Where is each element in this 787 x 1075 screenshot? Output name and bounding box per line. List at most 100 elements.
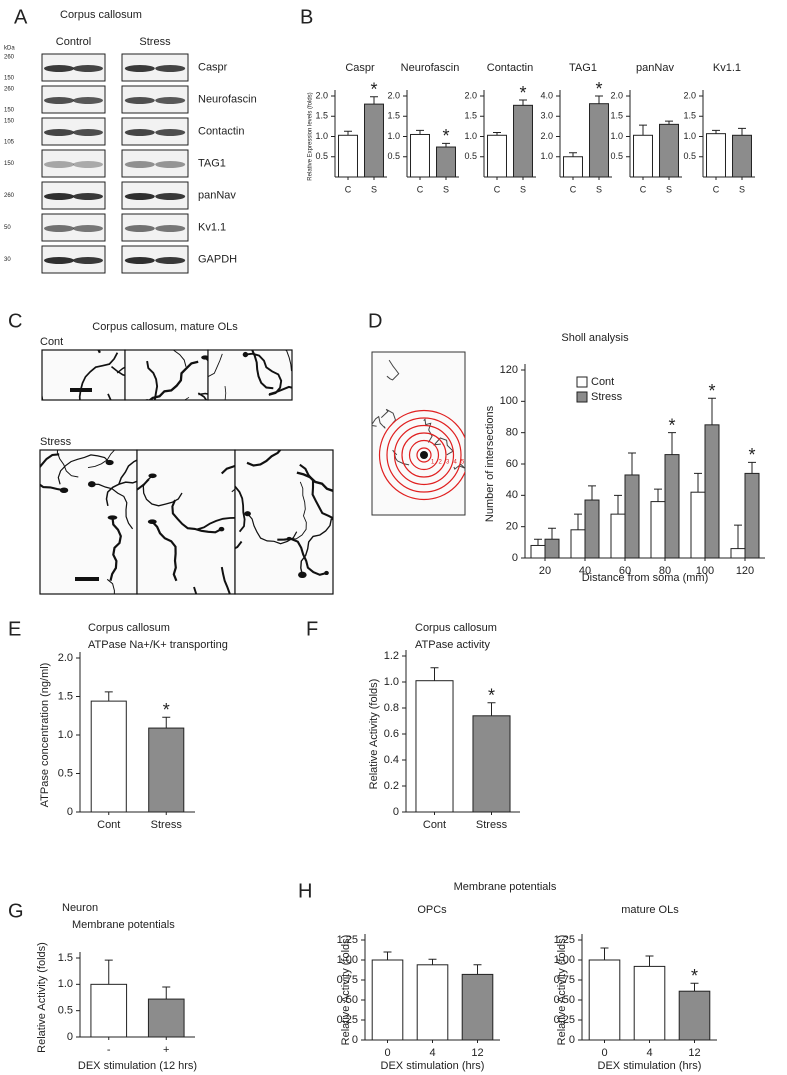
bar [436,146,456,178]
blot-band [44,257,75,264]
error-bar [430,667,439,681]
micrograph-cell [257,312,262,318]
y-tick-label: 0.4 [384,754,399,766]
bar [415,680,454,813]
micrograph-cell [7,444,13,451]
error-bar [442,142,450,148]
micrograph-content [7,350,125,451]
error-bar [162,716,171,729]
micrograph-fiber [208,353,223,378]
x-tick-label: C [570,184,577,194]
blot-marker: 260 [4,55,15,61]
x-tick-label: 0 [384,1047,390,1059]
legend-label: Stress [591,391,623,403]
x-tick-label: Cont [97,819,120,831]
significance-mark: * [163,700,170,720]
micrograph-cell [242,351,249,358]
micrograph-cell [87,481,96,488]
y-tick-label: 1.5 [315,111,328,121]
micrograph-content [144,350,208,400]
y-tick-label: 0.75 [337,974,358,986]
y-tick-label: 0.5 [387,151,400,161]
micrograph-fiber [220,566,231,594]
micrograph-cell [76,402,84,406]
y-tick-label: 1.5 [683,111,696,121]
error-bar [734,524,742,549]
micrograph-fiber [109,517,122,581]
micrograph-fiber [118,459,137,485]
error-bar [712,129,720,134]
chart-title: OPCs [417,904,447,916]
significance-mark: * [595,79,602,99]
blot-band [155,161,186,168]
blot-row-label: Kv1.1 [198,221,226,233]
blot-marker: 50 [4,225,11,231]
sholl-fiber [386,359,400,381]
micrograph-cell [200,424,209,430]
sholl-ring-label: 3 [446,460,450,466]
blot-row-label: Contactin [198,125,244,137]
blot-band [44,193,75,200]
x-tick-label: C [713,184,720,194]
blot-band [72,257,103,264]
y-axis-label: Relative Activity (folds) [36,942,48,1053]
error-bar [595,95,603,104]
y-tick-label: 1.5 [58,690,73,702]
micrograph-fiber [171,499,222,534]
micrograph-fiber [105,480,137,507]
sholl-soma [420,451,428,459]
y-tick-label: 0 [67,806,73,818]
bar [416,964,449,1041]
significance-mark: * [668,415,675,435]
bar [633,134,653,178]
significance-mark: * [370,80,377,100]
y-tick-label: 1.5 [58,952,73,964]
bar [338,134,358,178]
bar [513,104,533,178]
x-axis-label: DEX stimulation (hrs) [598,1060,702,1072]
micrograph-content [200,312,292,430]
y-tick-label: 2.0 [540,131,553,141]
error-bar [428,958,437,965]
blot-row-label: TAG1 [198,157,226,169]
y-tick-label: 0 [67,1031,73,1043]
micrograph-cell [44,419,50,422]
sholl-ring [401,432,447,478]
error-bar [104,691,113,702]
chart-title: Neuron [62,902,98,914]
blot-band [44,129,75,136]
micrograph-fiber [56,450,79,478]
micrograph-cell [59,487,69,494]
x-axis-label: Distance from soma (mm) [582,572,709,584]
bar [633,965,666,1041]
blot-row-label: Caspr [198,61,228,73]
y-axis-label: Relative Expression levels (folds) [308,92,314,180]
blot-marker: 150 [4,161,15,167]
micrograph-fiber [151,520,178,582]
significance-mark: * [442,126,449,146]
bar [148,727,185,813]
micrograph-cell [267,441,275,448]
bar [371,959,404,1041]
y-tick-label: 0.5 [464,151,477,161]
significance-mark: * [708,381,715,401]
x-tick-label: 60 [619,565,631,577]
x-tick-label: Cont [423,819,446,831]
blot-marker: 260 [4,87,15,93]
bar [472,715,511,813]
sholl-ring-label: 4 [454,460,458,466]
error-bar [628,452,636,475]
legend-label: Cont [591,376,614,388]
micrograph-cell [299,427,304,431]
sholl-ring [408,439,440,471]
bar [410,133,430,178]
error-bar [519,99,527,106]
x-tick-label: S [739,184,745,194]
y-tick-label: 0.5 [683,151,696,161]
micrograph-fiber [148,360,199,400]
sholl-fiber [372,415,386,429]
micrograph-cell [244,511,251,517]
x-tick-label: 0 [601,1047,607,1059]
micrograph-fiber [300,518,333,576]
